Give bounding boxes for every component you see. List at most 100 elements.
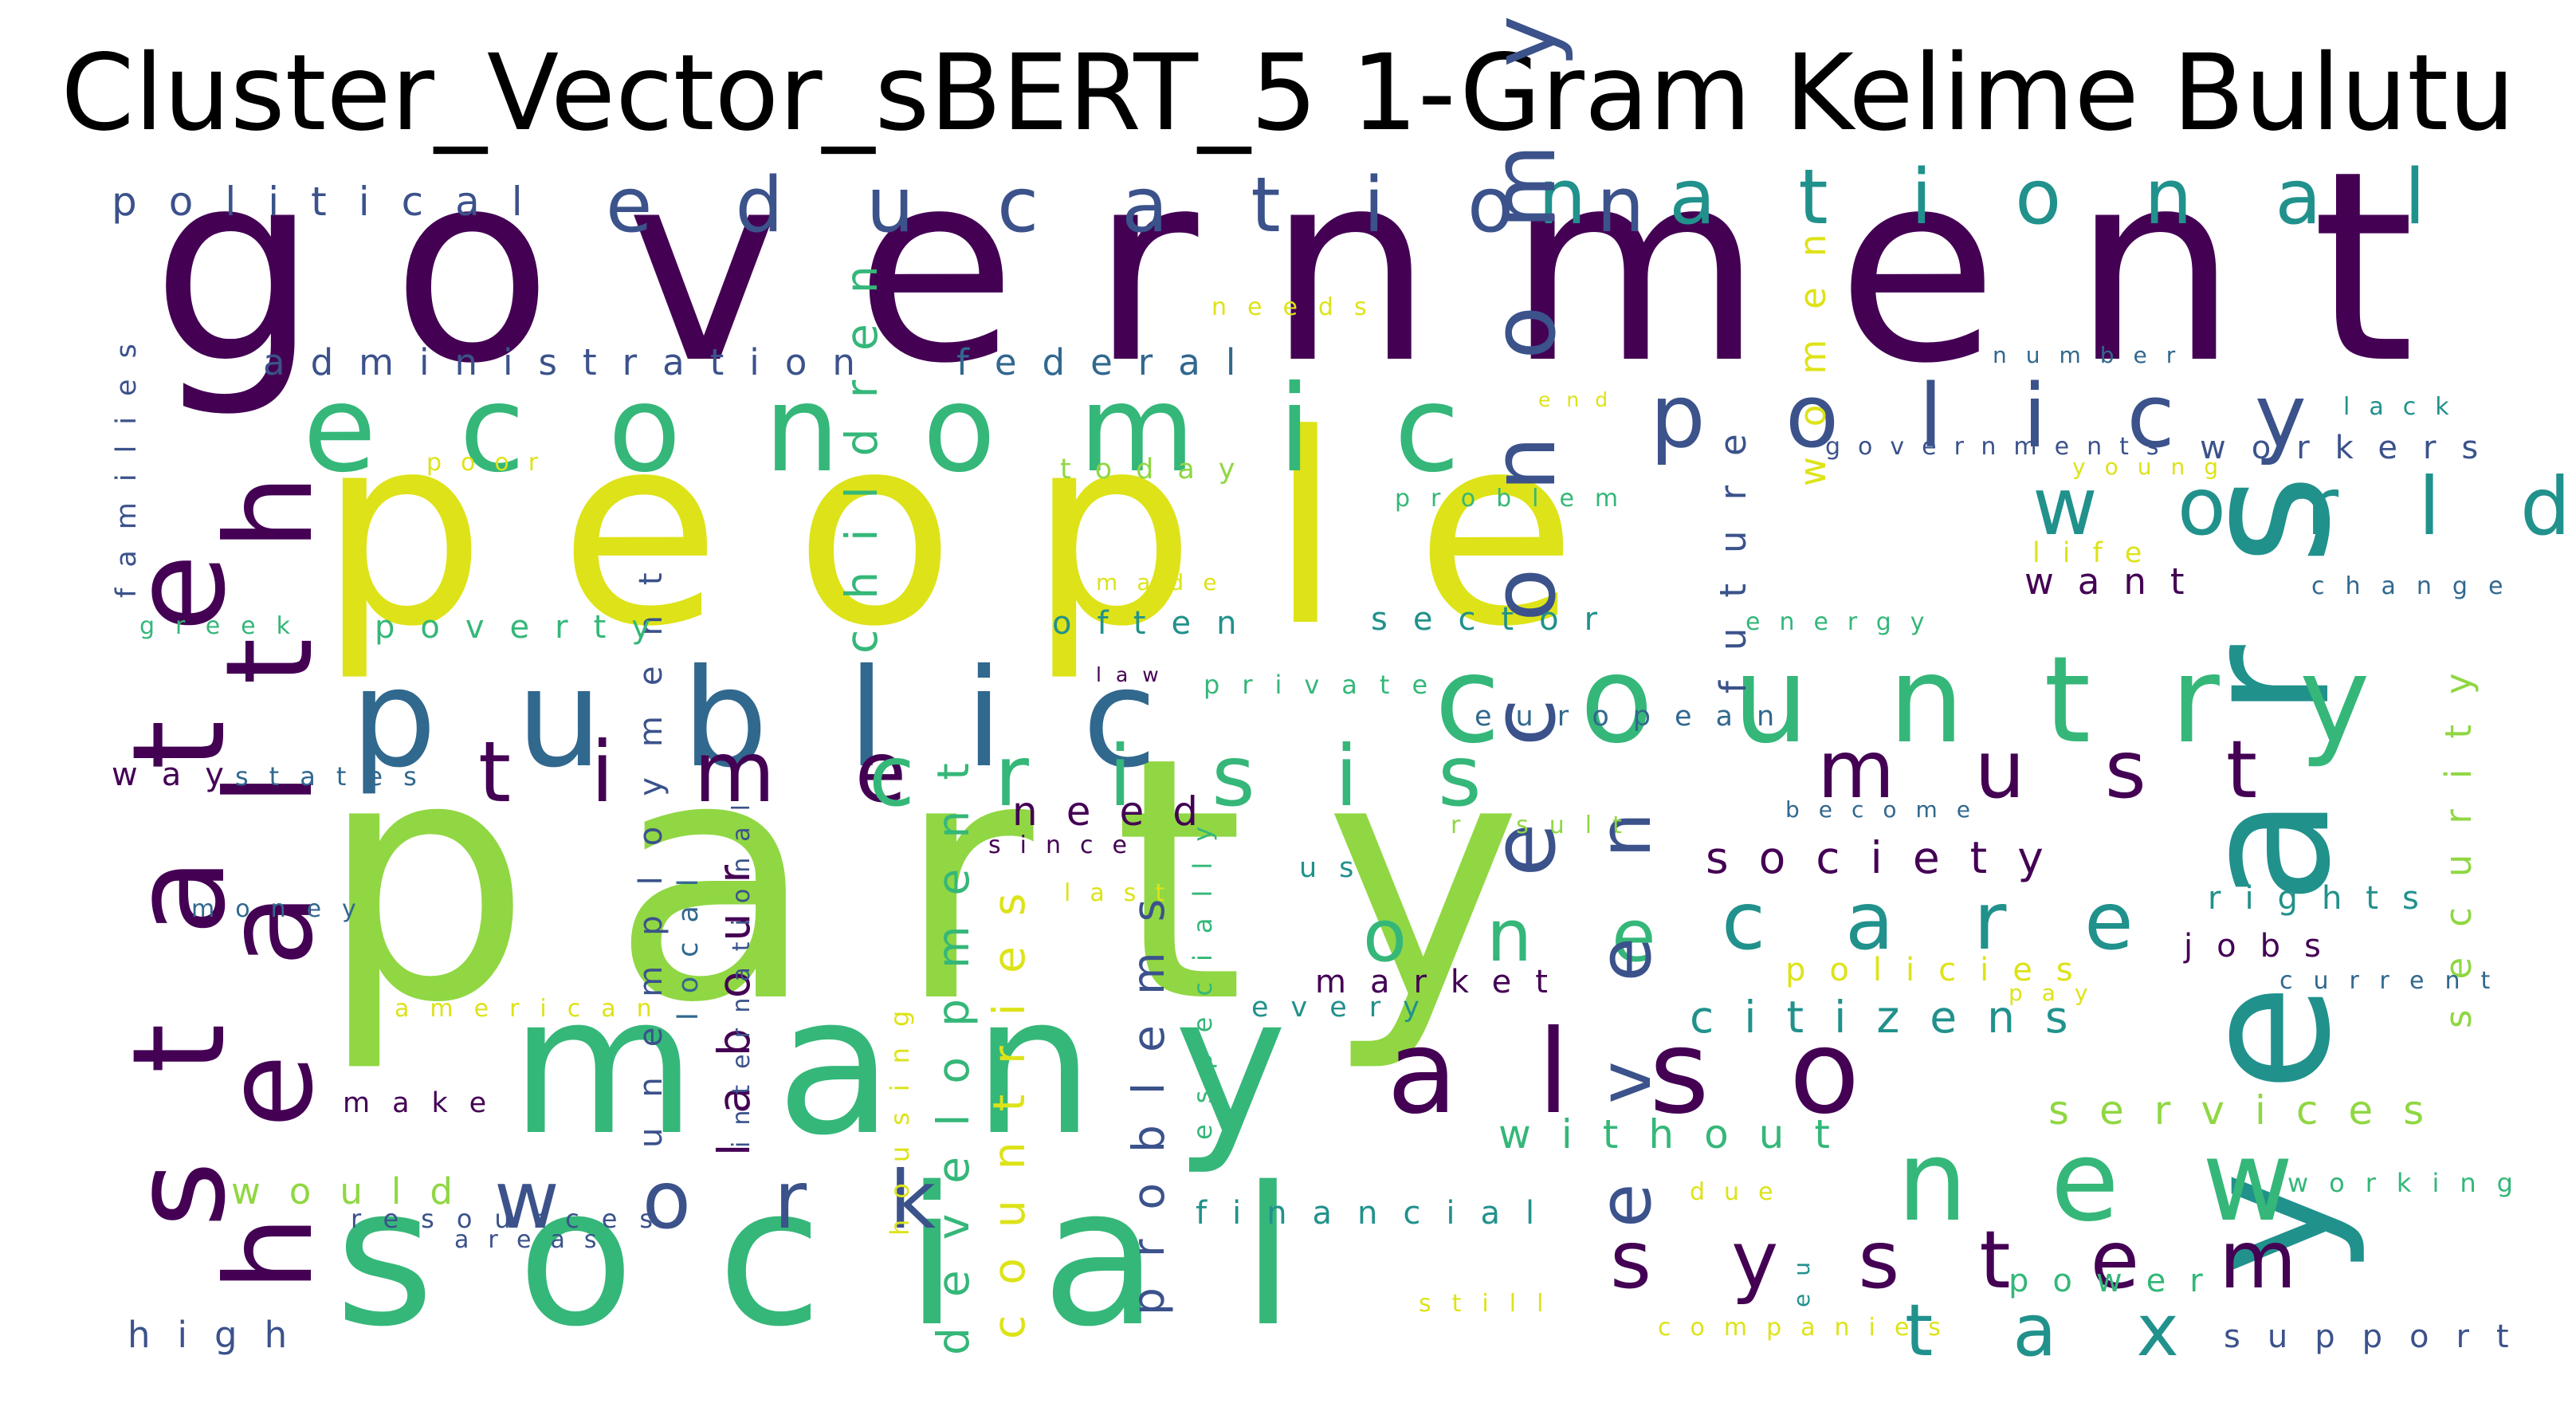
word-party: party bbox=[319, 686, 1602, 1076]
word-support: support bbox=[2224, 1319, 2536, 1355]
word-state: state bbox=[104, 466, 253, 1228]
word-jobs: jobs bbox=[2183, 928, 2345, 965]
word-education: education bbox=[606, 162, 1727, 250]
word-would: would bbox=[231, 1170, 481, 1212]
word-economic: economic bbox=[303, 360, 1543, 499]
word-country: country bbox=[1435, 631, 2450, 770]
word-change: change bbox=[2311, 572, 2523, 600]
word-market: market bbox=[1315, 964, 1572, 1000]
word-last: last bbox=[1064, 879, 1184, 907]
word-development: development bbox=[928, 733, 979, 1355]
word-care: care bbox=[1722, 874, 2213, 968]
word-poverty: poverty bbox=[375, 609, 676, 646]
word-since: since bbox=[988, 831, 1146, 859]
word-women: women bbox=[1792, 204, 1834, 486]
word-especially: especially bbox=[1188, 806, 1218, 1140]
word-many: many bbox=[510, 954, 1367, 1177]
word-countries: countries bbox=[984, 863, 1035, 1339]
word-years: years bbox=[2165, 395, 2369, 1275]
word-work: work bbox=[494, 1153, 1019, 1247]
word-new: new bbox=[1897, 1117, 2376, 1247]
word-number: number bbox=[1993, 342, 2194, 368]
word-want: want bbox=[2024, 560, 2209, 603]
word-poor: poor bbox=[426, 449, 557, 477]
word-families: families bbox=[111, 323, 143, 598]
word-money: money bbox=[191, 895, 377, 923]
word-crisis: crisis bbox=[869, 728, 1561, 825]
word-international: international bbox=[728, 788, 756, 1148]
word-still: still bbox=[1419, 1290, 1564, 1318]
word-problem: problem bbox=[1395, 485, 1639, 513]
word-us: us bbox=[1299, 852, 1376, 884]
word-life: life bbox=[2032, 537, 2164, 569]
chart-title: Cluster_Vector_sBERT_5 1-Gram Kelime Bul… bbox=[61, 32, 2515, 155]
word-security: security bbox=[2437, 643, 2480, 1028]
word-power: power bbox=[2009, 1263, 2227, 1299]
word-government: government bbox=[151, 115, 2488, 421]
word-society: society bbox=[1706, 832, 2074, 883]
word-even: even bbox=[1584, 733, 1667, 1228]
word-result: result bbox=[1451, 812, 1643, 839]
word-governments: governments bbox=[1825, 433, 2177, 461]
word-young: young bbox=[2072, 454, 2237, 480]
word-political: political bbox=[112, 179, 555, 225]
word-federal: federal bbox=[956, 341, 1261, 383]
word-people: people bbox=[319, 378, 1651, 684]
word-policies: policies bbox=[1785, 952, 2097, 988]
word-time: time bbox=[478, 724, 986, 821]
word-greek: greek bbox=[139, 612, 311, 640]
word-social: social bbox=[335, 1146, 1377, 1369]
word-tax: tax bbox=[1905, 1289, 2259, 1373]
word-often: often bbox=[1052, 605, 1262, 642]
word-unemployment: unemployment bbox=[633, 542, 670, 1148]
word-administration: administration bbox=[263, 341, 881, 383]
word-today: today bbox=[1060, 454, 1259, 485]
word-resources: resources bbox=[351, 1204, 675, 1234]
word-working: working bbox=[2287, 1168, 2534, 1198]
word-system: system bbox=[1610, 1213, 2377, 1307]
word-european: european bbox=[1475, 701, 1798, 733]
word-pay: pay bbox=[2009, 980, 2107, 1006]
word-workers: workers bbox=[2200, 430, 2503, 466]
word-american: american bbox=[395, 995, 673, 1023]
word-also: also bbox=[1387, 1005, 1939, 1140]
word-services: services bbox=[2048, 1087, 2454, 1134]
word-private: private bbox=[1204, 670, 1450, 700]
word-states: states bbox=[235, 761, 438, 792]
word-law: law bbox=[1096, 663, 1173, 686]
word-one: one bbox=[1363, 894, 1735, 978]
word-financial: financial bbox=[1196, 1195, 1560, 1232]
word-economy: economy bbox=[1473, 0, 1575, 877]
word-sector: sector bbox=[1371, 601, 1623, 638]
word-without: without bbox=[1498, 1111, 1860, 1157]
word-become: become bbox=[1785, 796, 1989, 823]
word-lack: lack bbox=[2343, 393, 2468, 421]
word-national: national bbox=[1538, 154, 2508, 242]
word-eu: eu bbox=[1789, 1244, 1815, 1307]
word-local: local bbox=[673, 859, 705, 1020]
word-energy: energy bbox=[1745, 608, 1944, 636]
word-end: end bbox=[1538, 388, 1624, 411]
word-policy: policy bbox=[1650, 365, 2386, 467]
word-make: make bbox=[343, 1087, 509, 1119]
word-high: high bbox=[128, 1314, 314, 1356]
word-problems: problems bbox=[1123, 869, 1174, 1315]
word-labour: labour bbox=[709, 835, 760, 1156]
word-children: children bbox=[836, 235, 887, 654]
word-made: made bbox=[1096, 569, 1235, 595]
word-world: world bbox=[2032, 460, 2576, 553]
word-public: public bbox=[351, 640, 1237, 798]
word-companies: companies bbox=[1658, 1314, 1960, 1342]
word-due: due bbox=[1690, 1178, 1793, 1206]
word-future: future bbox=[1712, 403, 1754, 694]
word-current: current bbox=[2280, 967, 2511, 995]
word-every: every bbox=[1251, 992, 1442, 1024]
word-needs: needs bbox=[1211, 293, 1388, 321]
word-housing: housing bbox=[885, 990, 915, 1236]
word-areas: areas bbox=[454, 1226, 616, 1254]
word-citizens: citizens bbox=[1690, 992, 2099, 1043]
word-need: need bbox=[1012, 788, 1227, 835]
word-must: must bbox=[1817, 723, 2337, 816]
word-health: health bbox=[201, 387, 340, 1291]
